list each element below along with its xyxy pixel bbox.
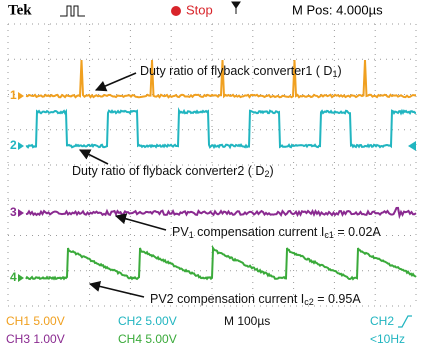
ch4-scale: CH4 5.00V	[118, 332, 177, 346]
annotation-text: PV	[172, 225, 189, 239]
trigger-slope-icon	[398, 316, 412, 327]
annotation-text: PV2 compensation current I	[150, 292, 304, 306]
annotation-subscript: c2	[304, 297, 314, 307]
ch4-waveform	[26, 248, 416, 279]
annotation: Duty ratio of flyback converter2 ( D2)	[72, 164, 274, 179]
marker-arrow	[18, 209, 24, 217]
ch3-waveform	[26, 208, 416, 216]
marker-arrow	[18, 92, 24, 100]
channel-marker: 1	[10, 88, 17, 102]
channel-marker: 2	[10, 138, 17, 152]
marker-arrow	[18, 274, 24, 282]
annotation-text: )	[269, 164, 273, 178]
annotation-text: = 0.02A	[334, 225, 382, 239]
annotation-text: = 0.95A	[314, 292, 362, 306]
annotation-subscript: c1	[324, 230, 334, 240]
trigger-position-marker	[232, 2, 240, 14]
trigger-frequency: <10Hz	[370, 332, 405, 346]
annotation-arrow	[80, 150, 108, 164]
channel-marker: 4	[10, 270, 17, 284]
annotation-text: compensation current I	[194, 225, 325, 239]
annotation: PV1 compensation current Ic1 = 0.02A	[172, 225, 381, 240]
ch2-scale: CH2 5.00V	[118, 314, 177, 328]
stop-icon	[171, 6, 181, 16]
channel-marker: 3	[10, 205, 17, 219]
annotation: PV2 compensation current Ic2 = 0.95A	[150, 292, 361, 307]
annotation-arrow	[116, 216, 166, 230]
annotation: Duty ratio of flyback converter1 ( D1)	[140, 64, 342, 79]
trigger-source: CH2	[370, 314, 394, 328]
annotation-arrow	[90, 284, 144, 297]
timebase: M 100µs	[224, 314, 270, 328]
ch2-waveform	[26, 111, 416, 147]
brand: Tek	[8, 2, 32, 18]
annotation-text: Duty ratio of flyback converter1 ( D	[140, 64, 332, 78]
horizontal-position: M Pos: 4.000µs	[292, 2, 383, 17]
trigger-level-marker	[408, 141, 416, 151]
acquire-icon	[60, 6, 85, 16]
annotation-text: Duty ratio of flyback converter2 ( D	[72, 164, 264, 178]
annotation-text: )	[337, 64, 341, 78]
marker-arrow	[18, 142, 24, 150]
oscilloscope-screen: Tek Stop M Pos: 4.000µs 1 2 3 4 Duty rat…	[0, 0, 422, 348]
annotation-arrow	[96, 73, 136, 90]
run-status: Stop	[186, 2, 213, 17]
ch1-scale: CH1 5.00V	[6, 314, 65, 328]
ch3-scale: CH3 1.00V	[6, 332, 65, 346]
